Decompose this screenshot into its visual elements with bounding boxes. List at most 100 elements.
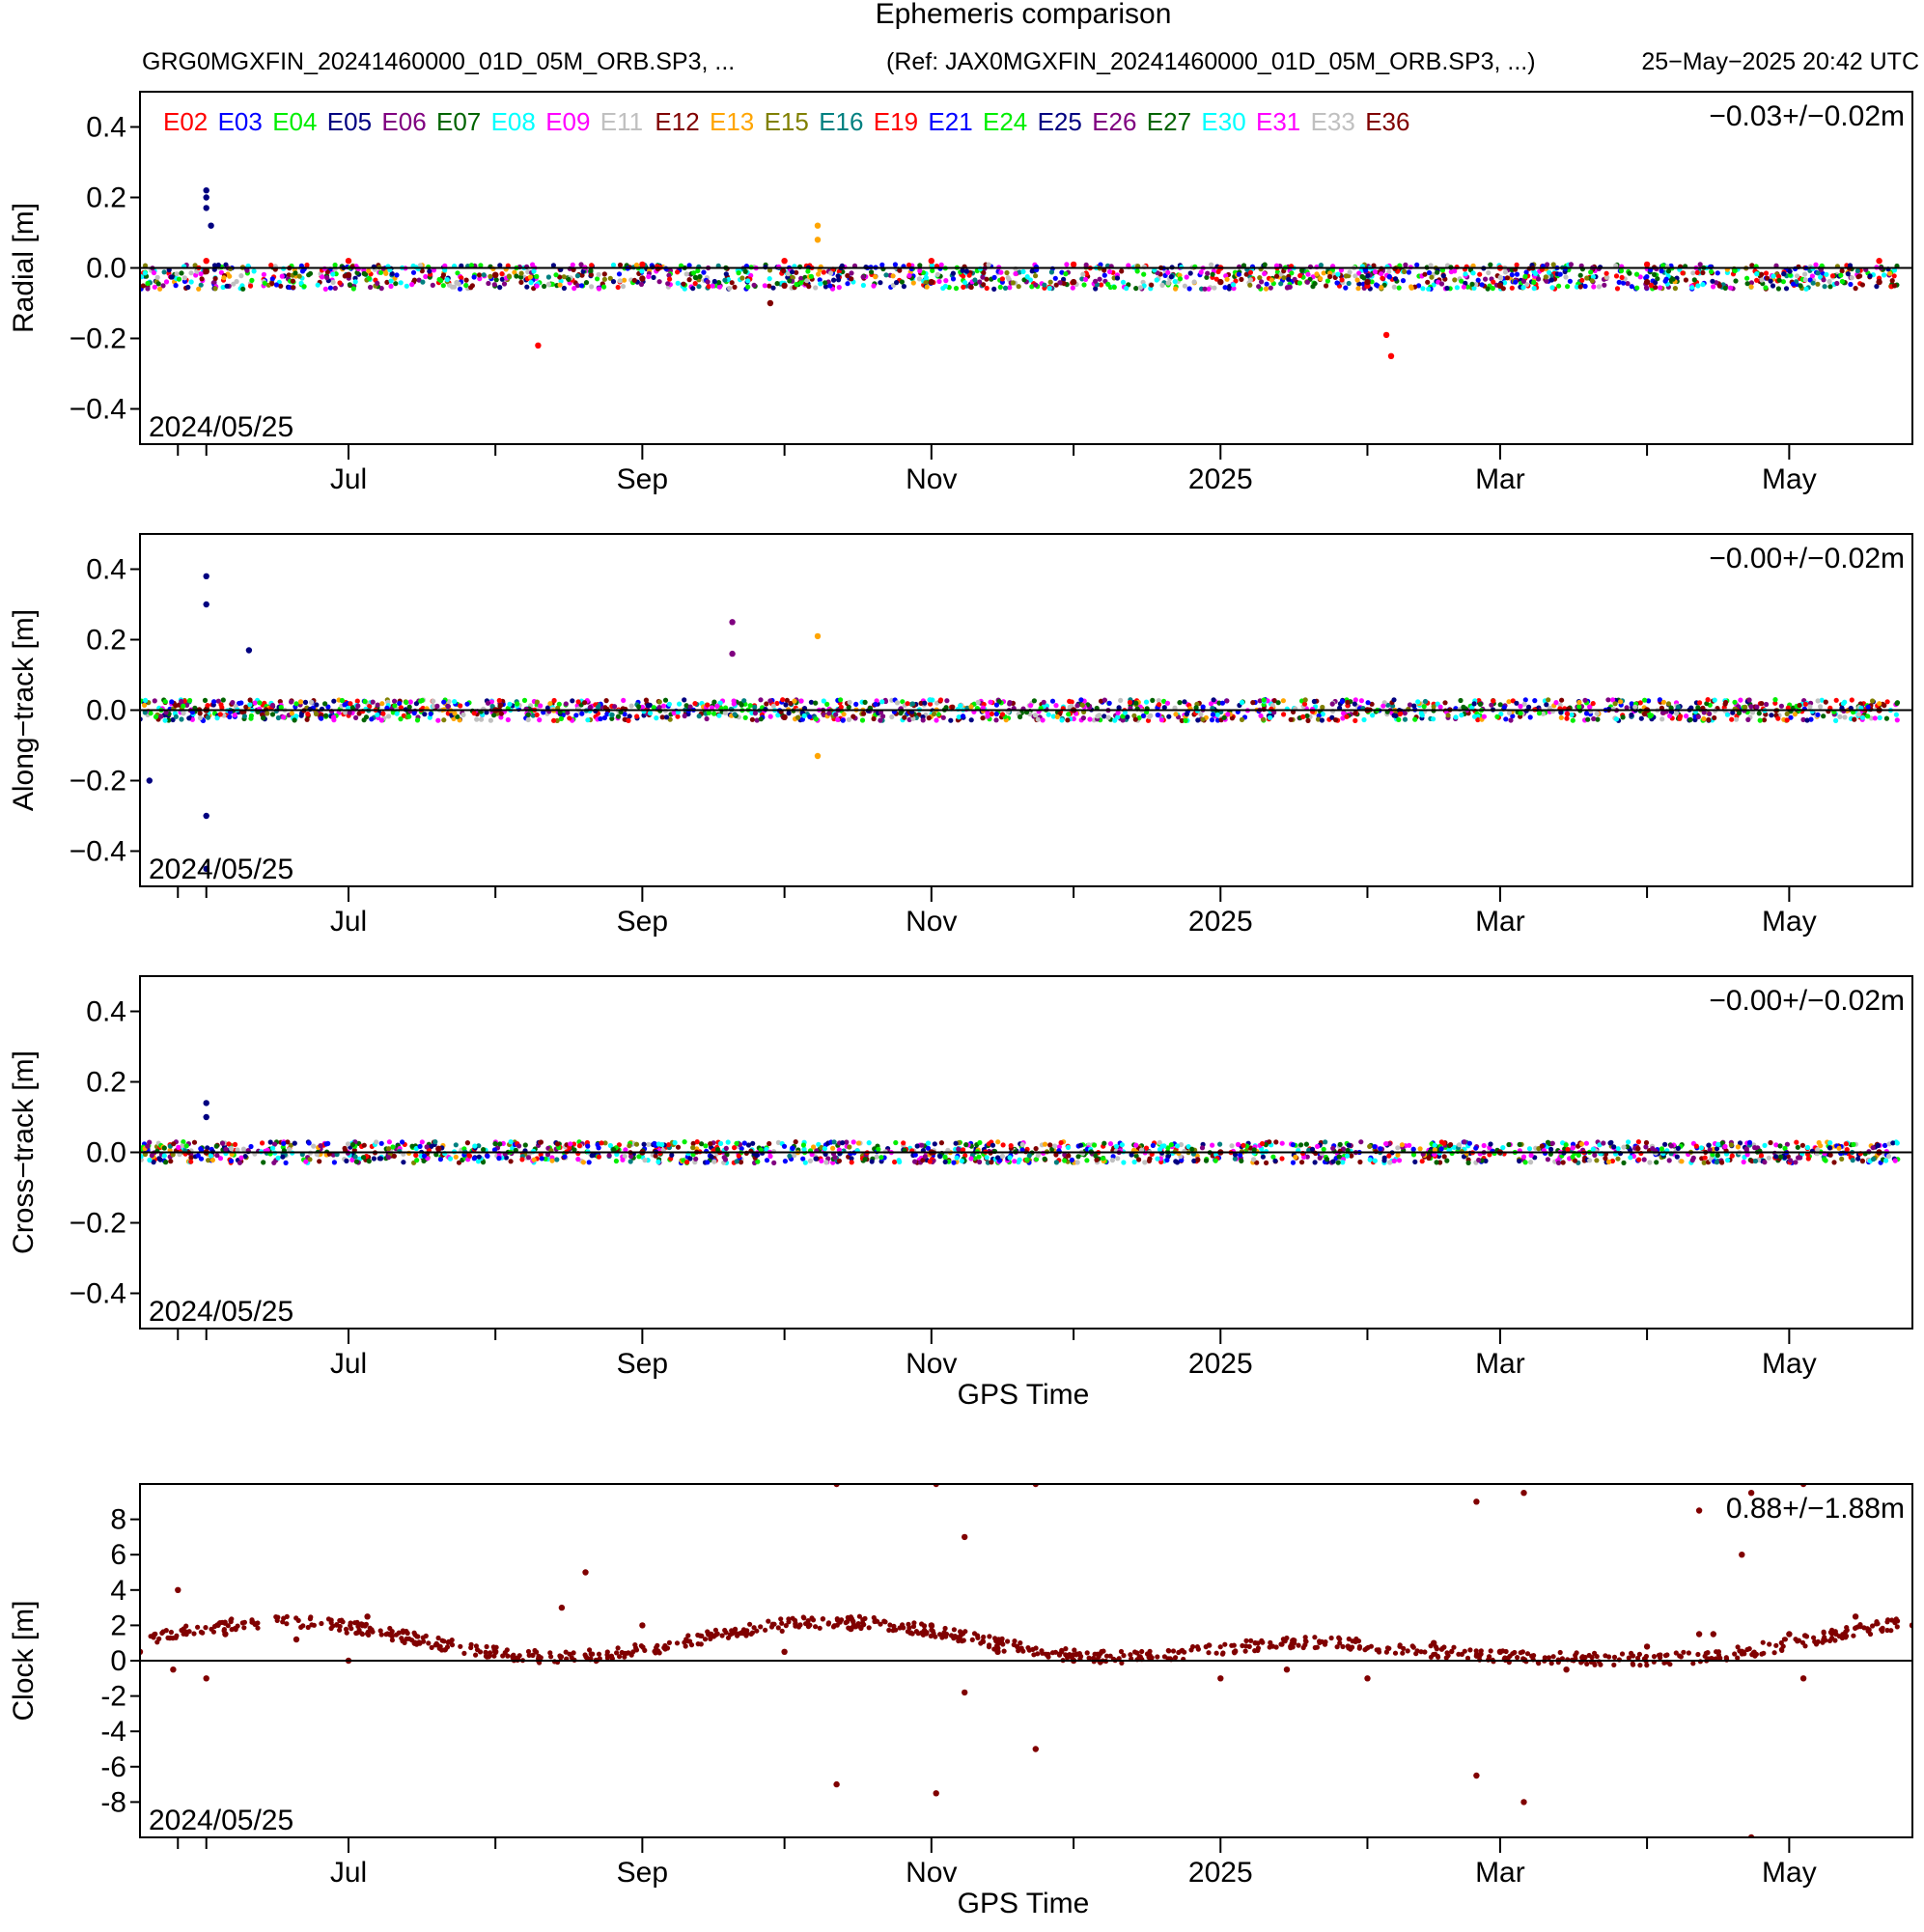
noise-point [1079,276,1085,282]
noise-point [677,701,683,707]
noise-point [827,283,833,289]
noise-point [633,1141,640,1147]
noise-point [142,702,148,709]
noise-point [993,702,999,708]
noise-point [1032,713,1038,718]
noise-point [1263,286,1269,292]
noise-point [1545,262,1550,267]
noise-point [831,277,837,283]
noise-point [1556,283,1562,289]
noise-point [953,286,960,292]
noise-point [595,1142,600,1148]
noise-point [446,699,452,705]
noise-point [1594,711,1600,716]
noise-point [1837,714,1843,720]
noise-point [1396,716,1402,723]
noise-point [1335,1160,1341,1165]
noise-point [1486,269,1492,276]
noise-point [1615,1146,1621,1152]
noise-point [1232,1152,1239,1158]
noise-point [1848,281,1854,288]
noise-point [1843,1141,1850,1147]
noise-point [1732,699,1738,705]
noise-point [1183,717,1188,724]
noise-point [1334,280,1340,286]
noise-point [240,286,246,292]
noise-point [690,1140,696,1146]
noise-point [1041,699,1046,705]
noise-point [169,274,175,280]
noise-point [1506,699,1512,705]
noise-point [1324,278,1330,284]
noise-point [934,717,939,723]
noise-point [1110,1154,1116,1160]
noise-point [180,1143,185,1149]
noise-point [1842,699,1848,705]
noise-point [1019,1141,1025,1148]
noise-point [1004,269,1010,276]
noise-point [940,714,946,720]
noise-point [1479,282,1485,288]
noise-point [1346,280,1352,287]
noise-point [413,701,419,707]
noise-point [1105,714,1111,720]
noise-point [1271,698,1277,704]
noise-point [1592,1152,1598,1158]
noise-point [1870,698,1876,704]
noise-point [1367,1143,1373,1149]
y-axis-label: Cross−track [m] [8,1050,40,1254]
noise-point [923,275,930,281]
noise-point [892,262,899,267]
noise-point [1078,697,1084,703]
noise-point [1489,702,1494,708]
noise-point [1522,1160,1528,1165]
noise-point [1426,286,1432,292]
noise-point [1304,713,1310,719]
noise-point [275,1155,281,1161]
noise-point [561,274,567,280]
noise-point [260,1140,265,1146]
noise-point [1772,697,1778,703]
noise-point [524,284,530,290]
noise-point [1748,280,1754,286]
noise-point [192,263,198,268]
noise-point [1815,270,1821,276]
noise-point [1488,262,1493,267]
noise-point [1754,271,1760,277]
noise-point [349,705,355,711]
noise-point [1114,275,1121,281]
noise-point [563,701,569,707]
noise-point [1583,1140,1589,1146]
noise-point [1383,1141,1389,1147]
timestamp: 25−May−2025 20:42 UTC [1641,48,1919,75]
noise-point [861,711,867,716]
noise-point [205,1145,210,1151]
noise-point [1802,701,1808,707]
noise-point [794,281,799,288]
noise-point [1548,1146,1554,1152]
noise-point [775,713,781,718]
noise-point [1553,700,1559,706]
noise-point [512,269,517,275]
noise-point [1173,1655,1179,1661]
noise-point [1596,284,1602,290]
noise-point [696,714,702,719]
noise-point [551,717,557,723]
noise-point [401,1160,406,1165]
noise-point [579,711,585,716]
noise-point [1318,263,1324,268]
noise-point [1644,274,1650,280]
noise-point [901,284,907,290]
noise-point [1040,717,1046,723]
noise-point [1420,286,1426,292]
noise-point [579,272,585,278]
noise-point [1459,713,1464,718]
noise-point [1374,282,1380,288]
noise-point [1050,714,1056,719]
noise-point [596,271,601,277]
noise-point [1781,271,1787,277]
noise-point [1777,1143,1783,1149]
noise-point [1133,1153,1139,1159]
noise-point [963,268,970,274]
